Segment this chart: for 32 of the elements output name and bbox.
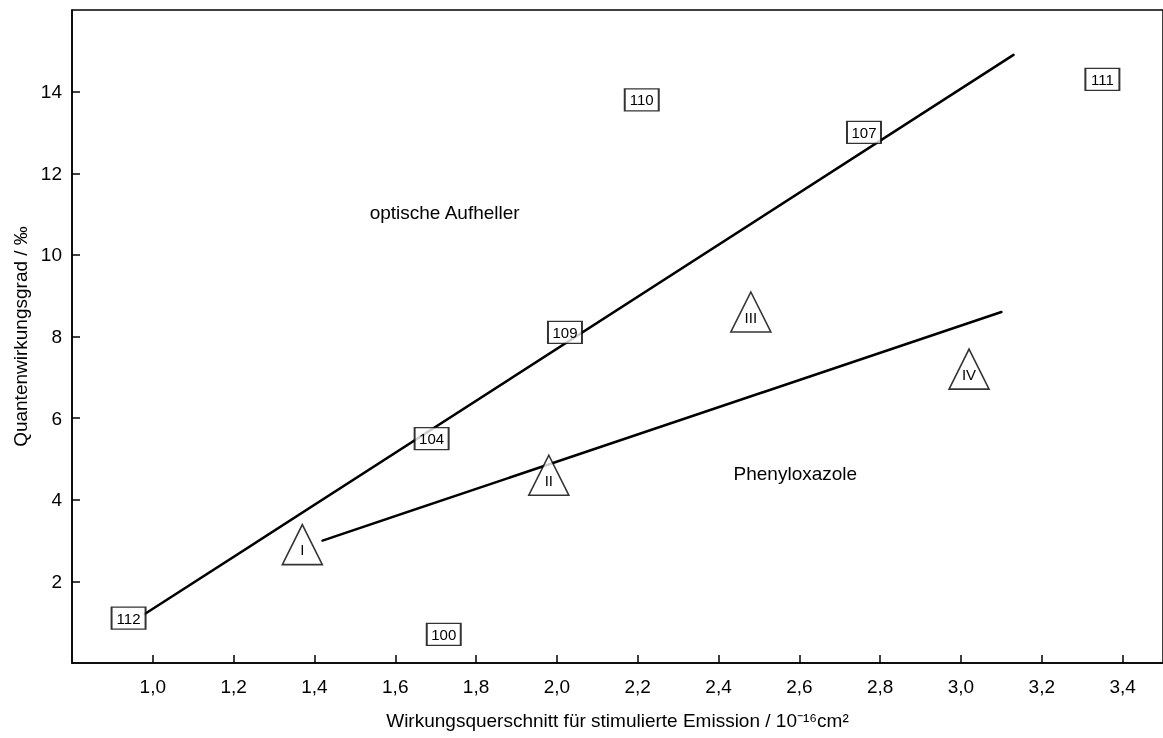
annotation: optische Aufheller: [369, 201, 521, 223]
point: [528, 454, 570, 497]
annotation: III: [744, 308, 758, 326]
x-tick-label: 3,4: [1109, 676, 1137, 697]
y-tick-label: 2: [51, 570, 62, 592]
y-tick-label: 14: [40, 81, 63, 103]
x-tick-label: 1,0: [139, 676, 167, 697]
x-tick-label: 2,2: [624, 676, 651, 697]
x-tick-label: 2,0: [543, 676, 571, 697]
x-tick-label: 3,2: [1028, 676, 1055, 697]
annotation: II: [544, 471, 553, 489]
y-axis-title: Quantenwirkungsgrad / ‰: [9, 226, 31, 447]
x-tick-label: 1,2: [220, 676, 247, 697]
y-tick-label: 8: [51, 326, 62, 347]
annotation: IV: [961, 365, 977, 383]
x-tick-label: 1,6: [382, 676, 409, 697]
y-tick-label: 10: [40, 244, 62, 266]
x-tick-label: 2,4: [705, 676, 733, 697]
annotation: Phenyloxazole: [733, 463, 858, 485]
point: [948, 348, 990, 390]
x-tick-label: 1,4: [301, 676, 329, 697]
y-tick-label: 6: [51, 407, 62, 429]
x-tick-label: 3,0: [947, 676, 975, 697]
y-tick-label: 4: [51, 489, 63, 511]
point: [730, 291, 772, 333]
x-axis-title: Wirkungsquerschnitt für stimulierte Emission / 10⁻¹⁶cm²: [386, 710, 849, 731]
x-tick-label: 1,8: [462, 676, 490, 697]
point: [281, 523, 324, 566]
y-tick-label: 12: [40, 162, 62, 184]
x-tick-label: 2,6: [786, 676, 813, 697]
annotation: I: [300, 541, 305, 559]
x-tick-label: 2,8: [866, 676, 894, 697]
